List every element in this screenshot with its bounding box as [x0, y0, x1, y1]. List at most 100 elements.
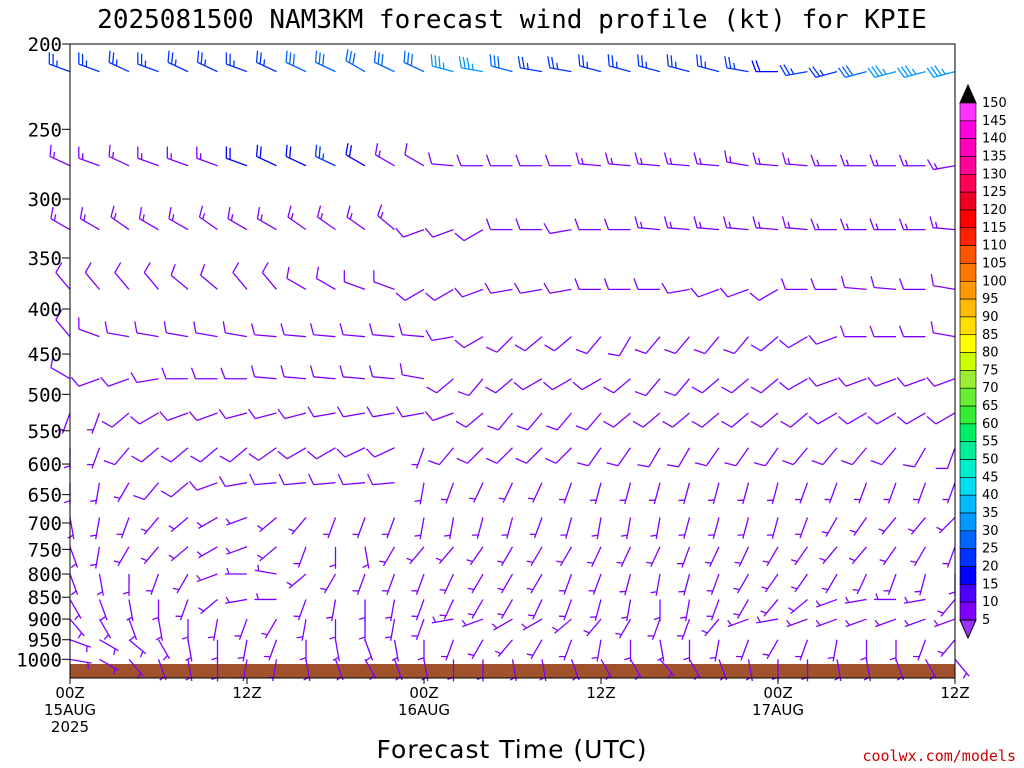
colorbar-label: 30	[982, 524, 999, 539]
wind-barb	[913, 482, 927, 504]
wind-barb	[600, 659, 613, 681]
wind-barb	[339, 323, 366, 338]
wind-barb	[779, 336, 808, 349]
wind-barb	[589, 599, 602, 621]
wind-barb	[516, 412, 543, 431]
wind-barb	[137, 146, 159, 167]
wind-barb	[234, 618, 248, 640]
wind-barb	[766, 482, 779, 505]
colorbar-label: 100	[982, 274, 1007, 289]
wind-barb	[869, 325, 896, 338]
wind-barb	[737, 482, 750, 505]
wind-barb	[559, 639, 573, 661]
wind-barb	[666, 447, 691, 468]
wind-barb	[90, 546, 101, 569]
colorbar-label: 110	[982, 239, 1007, 254]
wind-barb	[678, 517, 691, 539]
wind-barb	[756, 616, 779, 624]
wind-barb	[309, 323, 336, 338]
wind-barb	[737, 517, 750, 539]
wind-barb	[140, 517, 159, 535]
colorbar-swatch	[959, 191, 977, 211]
wind-barb	[377, 204, 395, 231]
colorbar-label: 55	[982, 435, 999, 450]
wind-barb	[883, 482, 897, 504]
wind-barb	[898, 154, 926, 167]
colorbar-label: 130	[982, 167, 1007, 182]
wind-barb	[278, 473, 307, 486]
wind-barb	[870, 447, 897, 466]
wind-barb	[455, 412, 484, 428]
wind-barb	[78, 52, 100, 73]
y-tick-label: 600	[28, 454, 62, 476]
wind-barb	[219, 447, 248, 463]
wind-barb	[926, 65, 956, 78]
wind-barb	[489, 54, 513, 73]
wind-barb	[395, 406, 425, 418]
y-tick-label: 500	[28, 384, 62, 406]
wind-barb	[196, 573, 218, 583]
wind-barb	[352, 573, 366, 595]
colorbar-bottom-arrow	[959, 619, 977, 640]
wind-barb	[696, 54, 720, 73]
wind-barb	[385, 618, 396, 641]
wind-barb	[753, 447, 779, 467]
colorbar: 1501451401351301251201151101051009590858…	[959, 83, 1007, 640]
wind-barb	[588, 573, 602, 595]
wind-barb	[425, 330, 454, 342]
wind-barb	[497, 573, 514, 594]
wind-barb	[678, 573, 691, 596]
wind-barb	[845, 618, 867, 628]
wind-barb	[366, 406, 395, 418]
y-axis: 200 250 300 350 400 450 500 550 600 650 700 750 8008…	[16, 34, 70, 671]
wind-barb	[379, 546, 396, 567]
wind-barb	[299, 639, 307, 662]
colorbar-label: 120	[982, 203, 1007, 218]
wind-barb	[90, 517, 101, 540]
wind-barb	[854, 482, 868, 504]
wind-barb	[633, 278, 660, 291]
wind-barb	[583, 618, 602, 637]
wind-barb	[937, 639, 956, 658]
wind-barb	[358, 599, 366, 622]
wind-barb	[69, 639, 91, 653]
wind-barb	[821, 517, 838, 537]
wind-barb	[256, 516, 277, 533]
wind-barb	[607, 336, 632, 357]
wind-barb	[560, 517, 573, 539]
wind-barb	[471, 517, 484, 539]
wind-barb	[867, 412, 897, 425]
wind-barb	[663, 152, 690, 167]
wind-barb	[926, 412, 956, 425]
wind-barb	[314, 50, 336, 73]
colorbar-swatch	[959, 459, 977, 478]
wind-barb	[603, 278, 631, 291]
wind-barb	[280, 323, 307, 338]
y-tick-label: 250	[28, 119, 62, 141]
wind-barb	[701, 618, 720, 637]
wind-barb	[819, 546, 838, 565]
wind-barb	[345, 143, 366, 167]
wind-barb	[168, 546, 189, 562]
wind-barb	[237, 639, 248, 662]
wind-barb	[559, 482, 573, 504]
wind-barb	[749, 288, 779, 301]
wind-barb	[869, 218, 896, 231]
wind-barb	[486, 336, 513, 353]
wind-barb	[411, 573, 425, 595]
wind-barb	[143, 262, 159, 290]
wind-barb	[603, 218, 631, 231]
wind-barb	[441, 639, 455, 661]
wind-barb	[662, 412, 690, 428]
y-tick-label: 900	[28, 609, 62, 631]
y-tick-label: 200	[28, 34, 62, 56]
wind-barb	[926, 376, 956, 387]
wind-barb	[678, 482, 691, 505]
wind-barb	[501, 517, 514, 539]
colorbar-label: 70	[982, 381, 999, 396]
wind-barb	[160, 482, 189, 498]
wind-barb	[810, 154, 837, 167]
colorbar-swatch	[959, 227, 977, 246]
wind-barb	[264, 639, 278, 661]
